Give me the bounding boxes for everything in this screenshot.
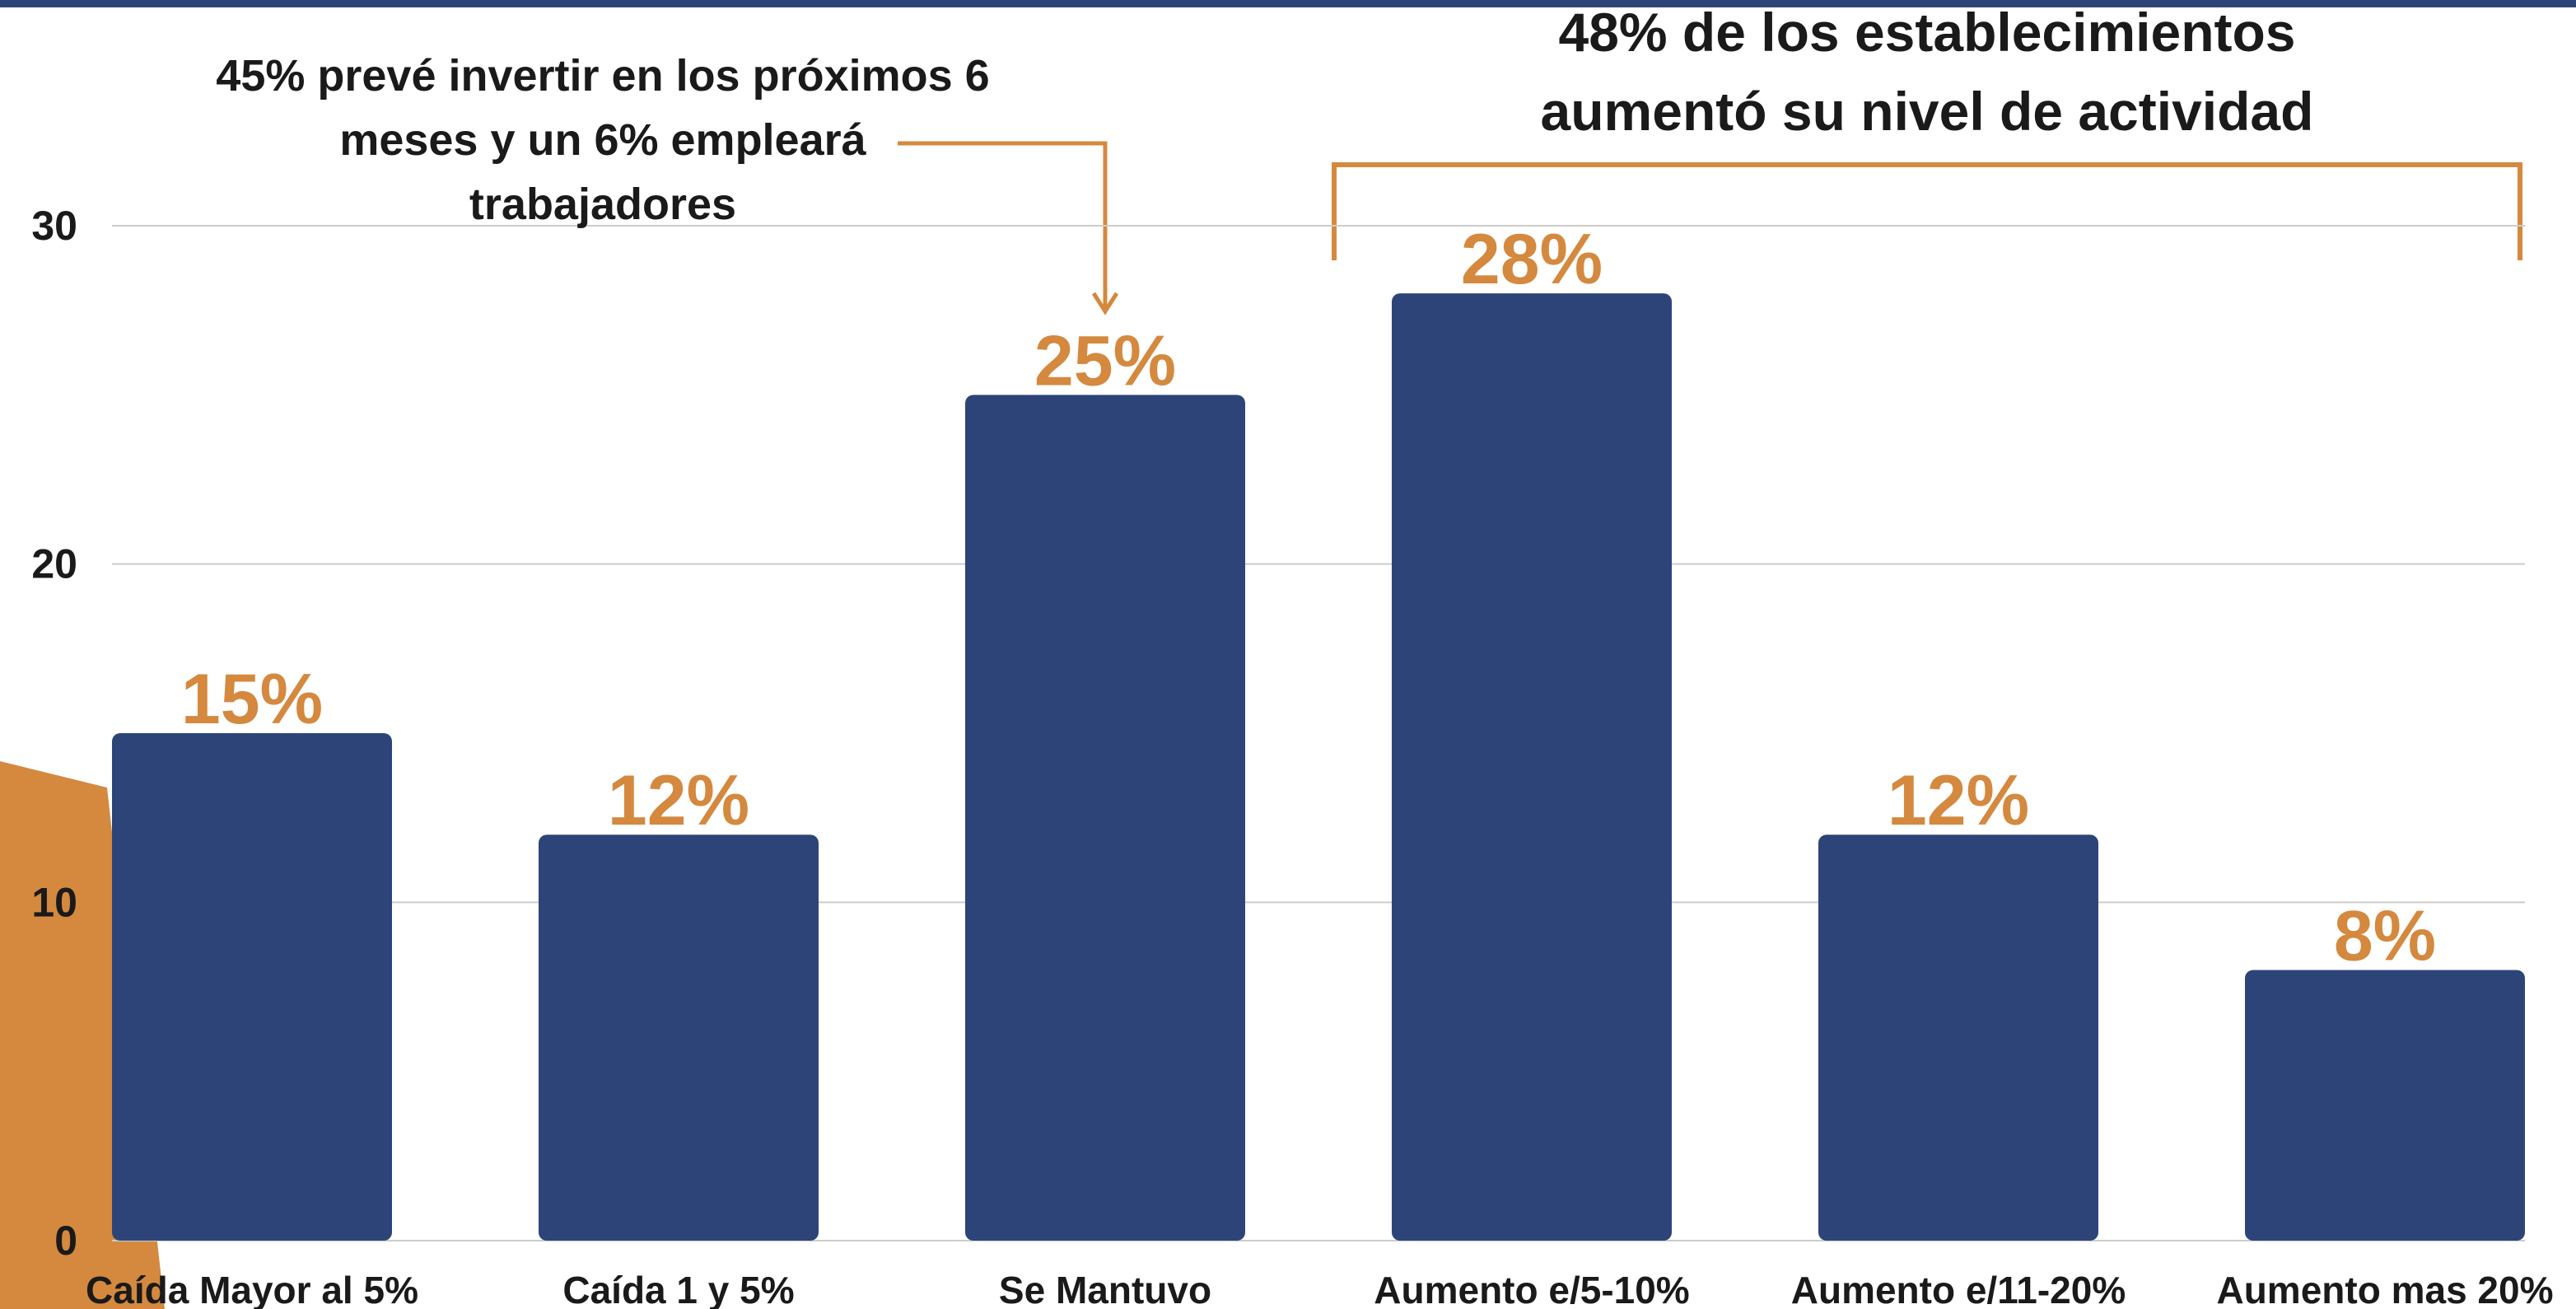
- x-tick-label: Aumento e/5-10%: [1374, 1269, 1689, 1309]
- annotation-arrow: [898, 141, 1108, 308]
- bar: [539, 834, 819, 1241]
- annotation: 48% de los establecimientos: [1558, 2, 2295, 63]
- y-tick-label: 0: [54, 1218, 77, 1264]
- annotation: 45% prevé invertir en los próximos 6: [216, 51, 989, 101]
- y-tick-label: 30: [31, 203, 77, 249]
- x-tick-label: Caída 1 y 5%: [562, 1269, 794, 1309]
- value-label: 12%: [608, 761, 749, 840]
- top-stripe: [0, 0, 2576, 7]
- annotation: trabajadores: [469, 180, 736, 229]
- value-label: 12%: [1888, 761, 2029, 840]
- x-tick-label: Aumento e/11-20%: [1791, 1269, 2126, 1309]
- bar: [112, 733, 392, 1241]
- x-tick-label: Se Mantuvo: [999, 1269, 1211, 1309]
- x-tick-label: Aumento mas 20%: [2216, 1269, 2553, 1309]
- bar: [965, 395, 1245, 1241]
- bar: [2245, 970, 2525, 1241]
- value-label: 8%: [2334, 896, 2436, 975]
- bar: [1818, 834, 2098, 1241]
- y-tick-label: 20: [31, 541, 77, 587]
- value-label: 28%: [1461, 220, 1603, 299]
- bar: [1392, 293, 1672, 1241]
- value-label: 25%: [1034, 321, 1176, 400]
- annotation: aumentó su nivel de actividad: [1541, 81, 2314, 142]
- x-tick-label: Caída Mayor al 5%: [86, 1269, 418, 1309]
- y-tick-label: 10: [31, 879, 77, 925]
- arrow-head: [1091, 292, 1119, 316]
- value-label: 15%: [181, 660, 323, 739]
- annotation: meses y un 6% empleará: [339, 115, 866, 165]
- annotation-bracket: [1332, 162, 2522, 260]
